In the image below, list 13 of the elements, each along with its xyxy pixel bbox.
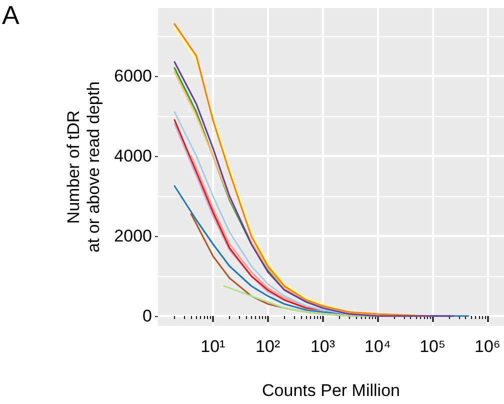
y-tick-label: 0 xyxy=(142,306,152,326)
x-axis-title: Counts Per Million xyxy=(262,381,400,400)
y-axis-title: Number of tDR at or above read depth xyxy=(64,81,103,253)
text: A xyxy=(2,0,20,30)
y-tick-label: 2000 xyxy=(114,226,152,246)
x-tick-label: 10¹ xyxy=(200,337,226,356)
x-tick-label: 10⁴ xyxy=(364,337,391,356)
y-tick-label: 4000 xyxy=(114,146,152,166)
x-tick-label: 10² xyxy=(256,337,280,356)
x-tick-label: 10³ xyxy=(310,337,336,356)
x-tick-label: 10⁶ xyxy=(474,337,500,356)
y-tick-label: 6000 xyxy=(114,66,152,86)
x-tick-label: 10⁵ xyxy=(420,337,446,356)
